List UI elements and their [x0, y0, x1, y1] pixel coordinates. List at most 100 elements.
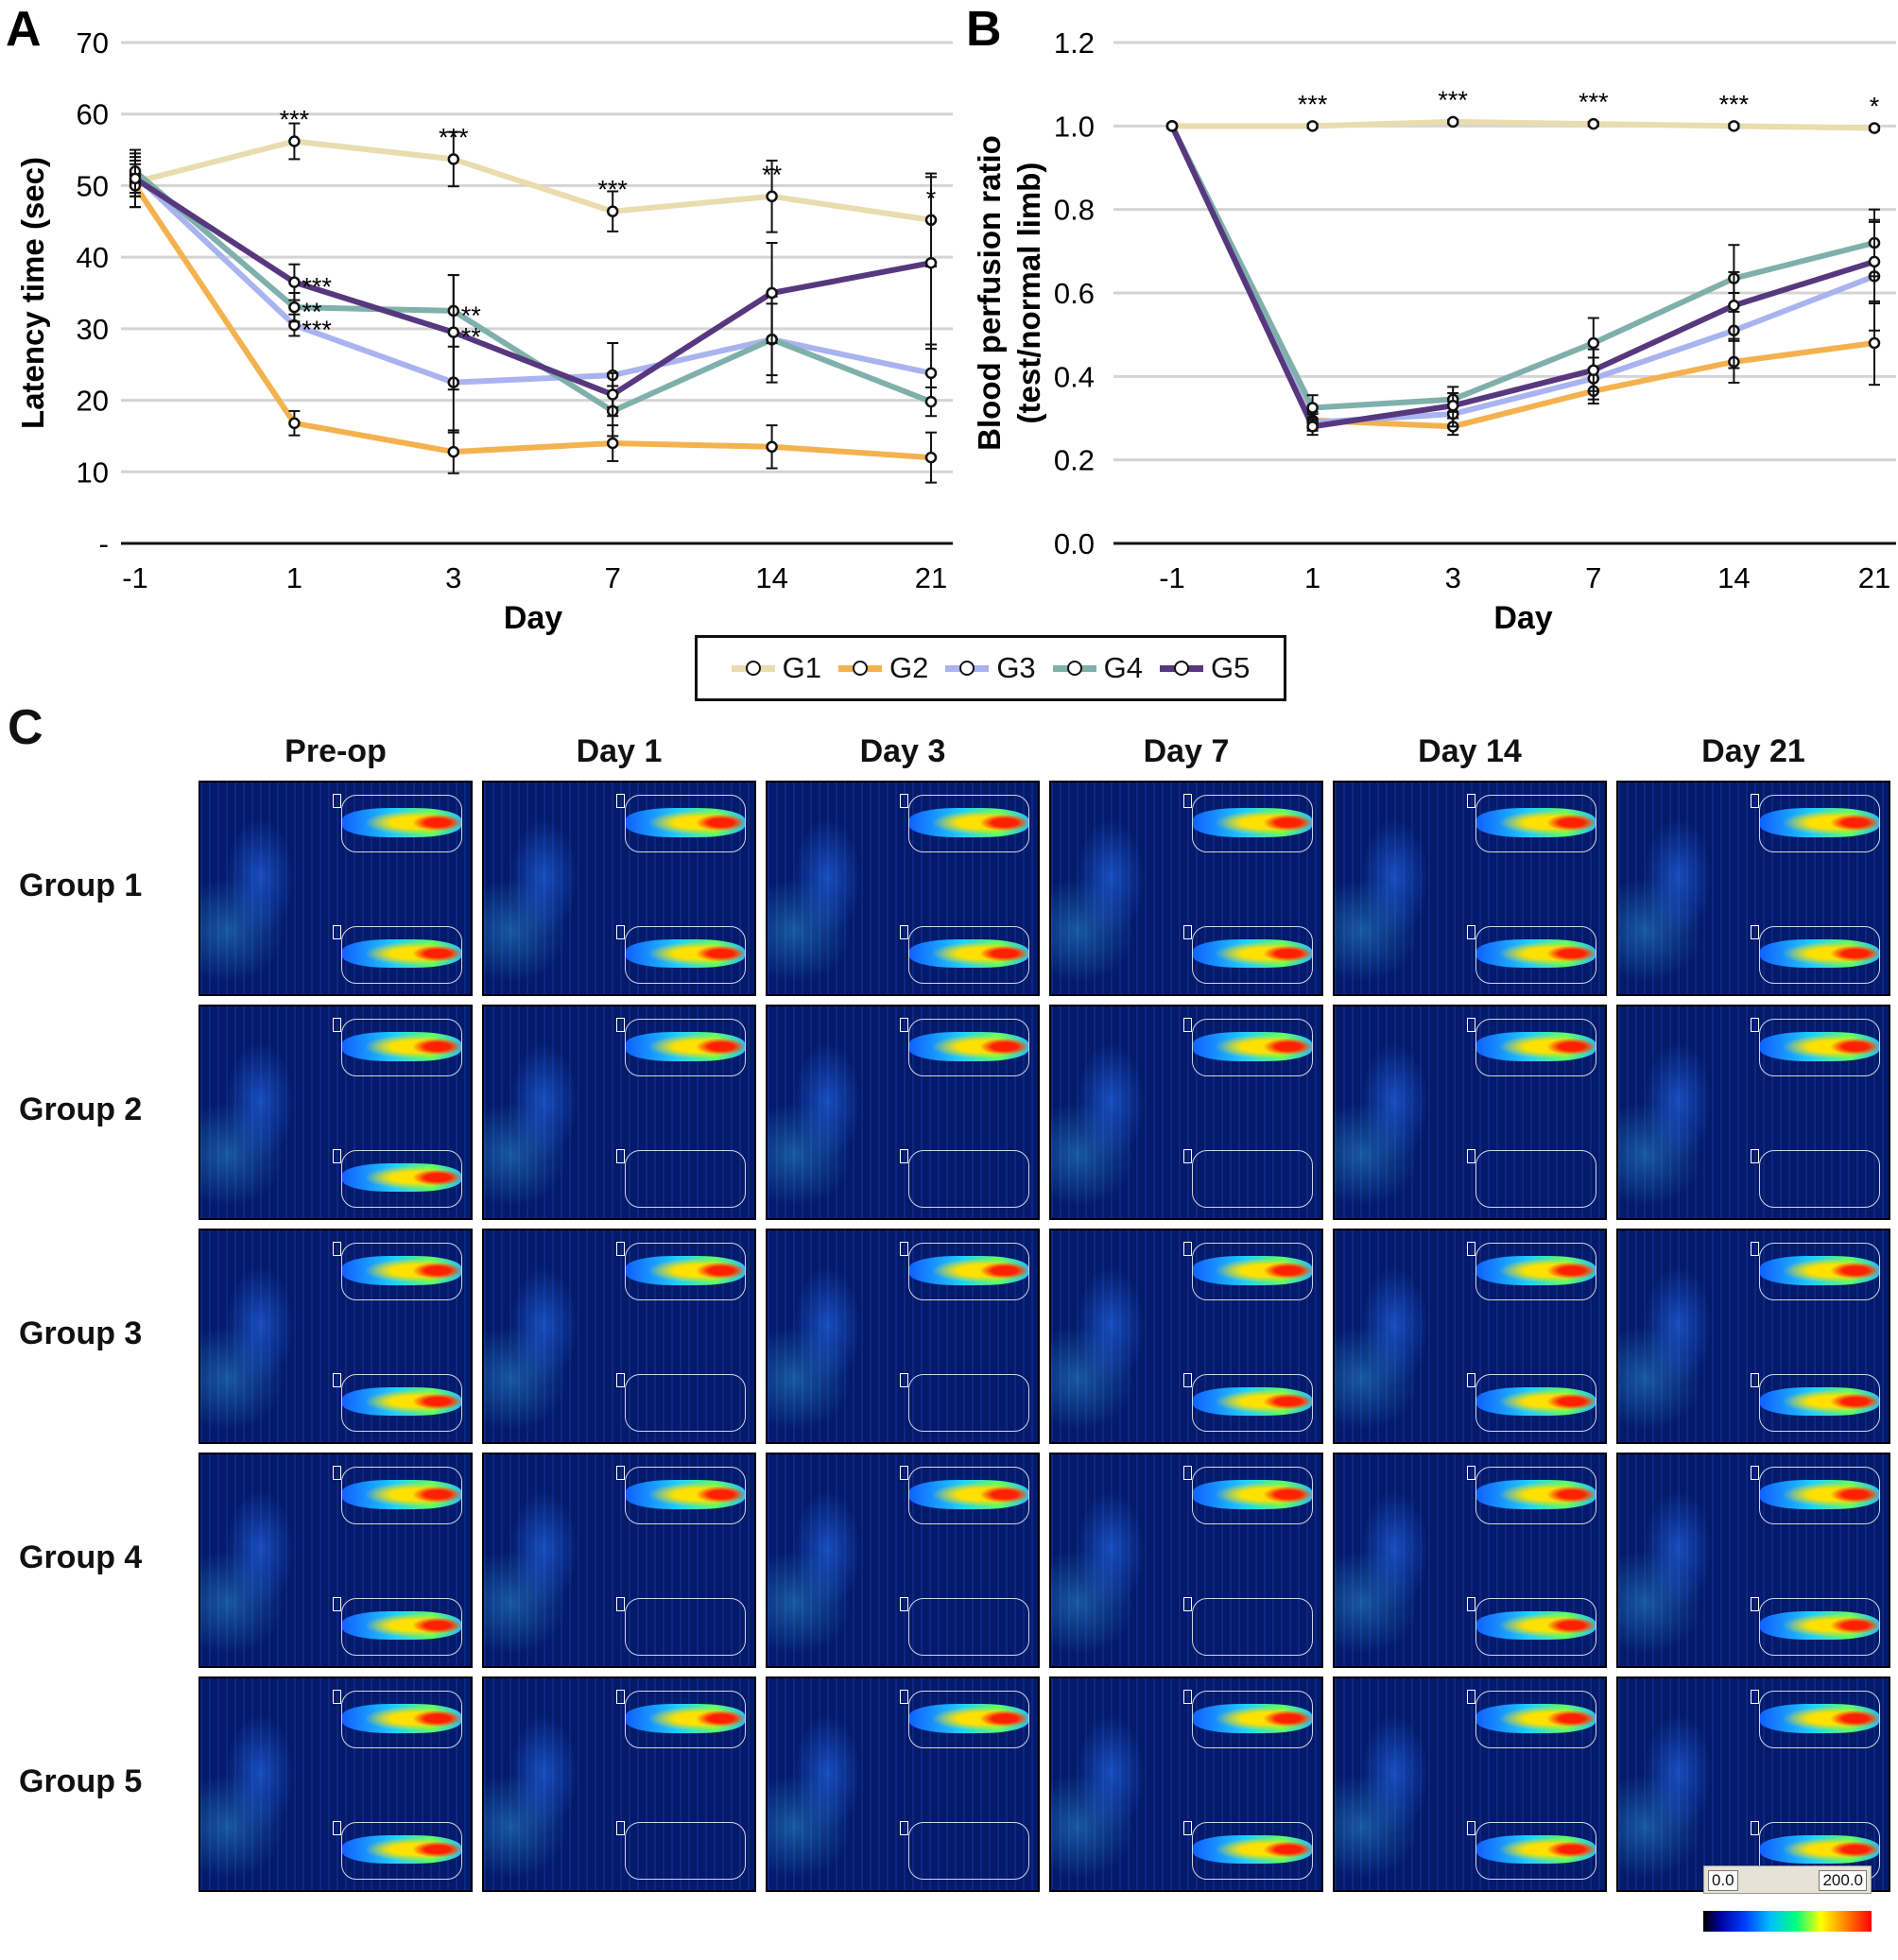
x-tick-label: 21 [1858, 561, 1890, 594]
perfusion-image [1333, 1005, 1607, 1220]
perfusion-image [766, 781, 1040, 996]
perfusion-hotspot [341, 808, 461, 837]
series-line-g3 [132, 172, 932, 386]
perfusion-image [482, 1453, 756, 1668]
perfusion-hotspot [1759, 1611, 1879, 1641]
roi-normal-limb [1182, 1242, 1313, 1300]
perfusion-hotspot [908, 1704, 1028, 1733]
perfusion-image [198, 781, 473, 996]
data-point-g5 [288, 276, 301, 288]
legend-item-g3: G3 [945, 651, 1036, 685]
roi-marker [332, 1466, 341, 1481]
roi-test-limb [332, 1821, 462, 1880]
roi-marker [615, 1690, 625, 1705]
perfusion-hotspot [1759, 1256, 1879, 1285]
roi-marker [332, 1597, 341, 1612]
significance-label: *** [280, 105, 310, 133]
roi-test-limb [1466, 1597, 1596, 1656]
perfusion-hotspot [908, 1480, 1028, 1509]
x-tick-label: -1 [122, 561, 148, 594]
perfusion-hotspot [1475, 808, 1596, 837]
data-point-g4 [1306, 402, 1319, 414]
perfusion-image [1616, 1005, 1890, 1220]
data-point-g5 [924, 256, 938, 269]
legend-item-g2: G2 [837, 651, 928, 685]
perfusion-hotspot [341, 1704, 461, 1733]
column-header: Day 1 [576, 733, 663, 769]
y-tick-label: 70 [77, 26, 109, 60]
legend: G1 G2 G3 G4 G5 [695, 635, 1286, 701]
roi-normal-limb [1466, 1466, 1596, 1524]
roi-marker [1182, 1018, 1192, 1033]
roi-test-limb [332, 1373, 462, 1432]
data-point-g2 [1868, 336, 1881, 350]
roi-marker [1182, 1690, 1192, 1705]
roi-marker [615, 1597, 625, 1612]
roi-marker [1182, 1821, 1192, 1836]
perfusion-image [1049, 1453, 1323, 1668]
perfusion-hotspot [341, 1256, 461, 1285]
perfusion-hotspot [908, 1032, 1028, 1061]
perfusion-hotspot [1475, 1835, 1596, 1865]
legend-label: G3 [996, 651, 1036, 684]
roi-normal-limb [1750, 794, 1880, 852]
perfusion-image [1049, 1676, 1323, 1892]
perfusion-hotspot [341, 1387, 461, 1417]
significance-label: ** [762, 161, 783, 189]
legend-label: G1 [782, 651, 821, 684]
roi-test-limb [1466, 1821, 1596, 1880]
perfusion-image [1049, 1229, 1323, 1444]
roi-normal-limb [899, 1018, 1029, 1076]
roi-normal-limb [1750, 1018, 1880, 1076]
data-point-g5 [1446, 400, 1459, 412]
significance-label: *** [1438, 86, 1468, 114]
y-tick-label: 60 [77, 98, 109, 131]
perfusion-hotspot [1759, 939, 1879, 969]
roi-normal-limb [1466, 1242, 1596, 1300]
roi-marker [1750, 1597, 1759, 1612]
x-tick-label: -1 [1159, 561, 1185, 594]
roi-marker [1466, 1466, 1475, 1481]
charts-svg: A - 10 20 30 40 50 60 70 -1 1 3 7 14 21 Day Latency time… [6, 2, 1896, 636]
perfusion-hotspot [625, 1032, 745, 1061]
data-point-g3 [924, 367, 938, 380]
perfusion-hotspot [908, 808, 1028, 837]
roi-normal-limb [615, 1018, 746, 1076]
perfusion-image [198, 1229, 473, 1444]
y-tick-label: 30 [77, 313, 109, 346]
roi-marker [899, 794, 908, 809]
x-tick-label: 1 [286, 561, 302, 594]
roi-marker [1182, 1149, 1192, 1164]
roi-normal-limb [615, 1242, 746, 1300]
roi-marker [899, 1690, 908, 1705]
data-point-g4 [288, 301, 301, 314]
roi-marker [899, 925, 908, 940]
roi-normal-limb [899, 794, 1029, 852]
roi-marker [1750, 925, 1759, 940]
roi-test-limb [1750, 925, 1880, 984]
roi-normal-limb [1466, 1018, 1596, 1076]
perfusion-hotspot [1192, 1704, 1312, 1733]
roi-marker [1466, 925, 1475, 940]
roi-marker [1466, 1821, 1475, 1836]
column-header: Pre-op [285, 733, 387, 769]
perfusion-hotspot [625, 1480, 745, 1509]
significance-label: ** [302, 298, 322, 326]
roi-test-limb [615, 925, 746, 984]
roi-normal-limb [1750, 1242, 1880, 1300]
roi-marker [1182, 925, 1192, 940]
perfusion-hotspot [341, 1835, 461, 1865]
perfusion-image [766, 1005, 1040, 1220]
roi-marker [1182, 1373, 1192, 1388]
roi-marker [1182, 1597, 1192, 1612]
perfusion-image [766, 1453, 1040, 1668]
perfusion-image [1616, 1229, 1890, 1444]
roi-test-limb [332, 925, 462, 984]
column-header: Day 14 [1418, 733, 1522, 769]
data-point-g5 [1587, 364, 1600, 376]
data-point-g5 [129, 172, 142, 185]
series-line-g1 [1172, 118, 1875, 131]
data-point-g2 [606, 437, 619, 450]
significance-label: ** [461, 301, 482, 330]
perfusion-hotspot [1192, 808, 1312, 837]
